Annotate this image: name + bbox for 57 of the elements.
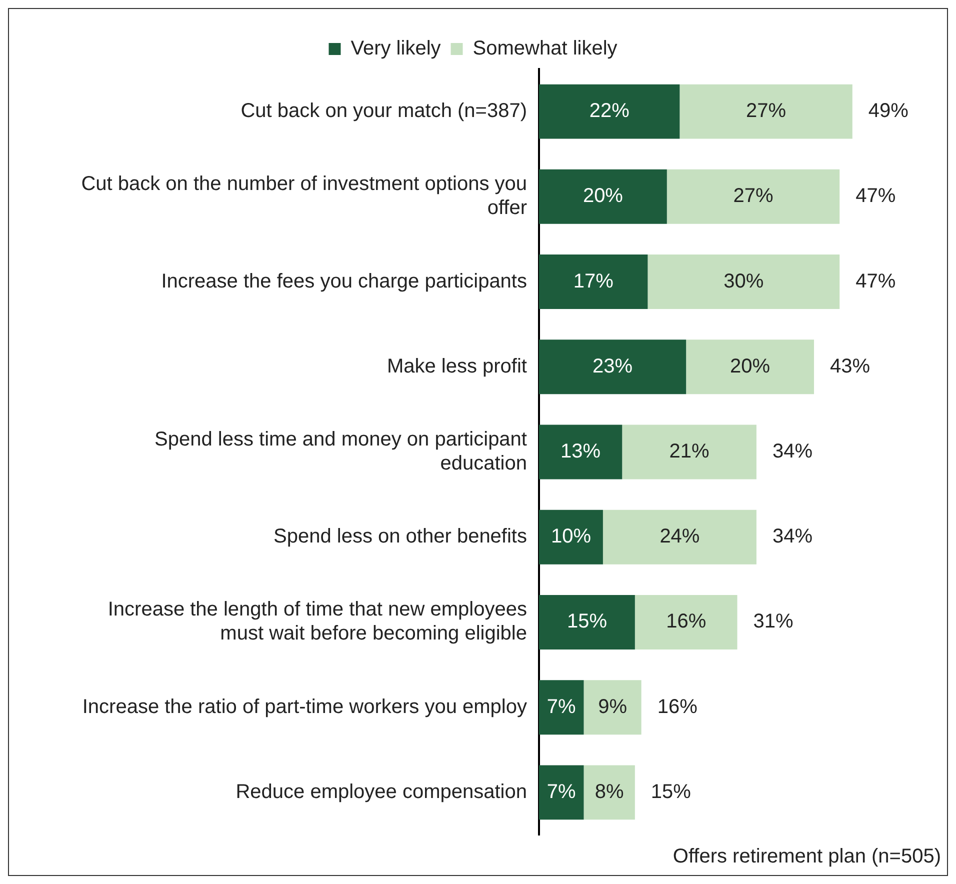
total-label: 43% xyxy=(830,355,870,378)
bar xyxy=(539,340,686,394)
bar xyxy=(539,680,584,735)
total-label: 47% xyxy=(856,270,896,292)
data-label: 9% xyxy=(598,696,628,718)
y-tick-label: Increase the ratio of part-time workers you employ xyxy=(82,696,527,718)
bar xyxy=(539,510,603,564)
data-label: 7% xyxy=(546,696,576,718)
legend-label: Very likely xyxy=(350,38,441,60)
y-tick-label: Increase the length of time that new employees must wait before becoming eligible xyxy=(108,598,527,645)
y-tick-label: Cut back on the number of investment options you offer xyxy=(81,173,528,220)
data-label: 27% xyxy=(733,185,774,208)
bar xyxy=(648,254,840,310)
bar xyxy=(680,84,852,139)
data-label: 20% xyxy=(582,185,624,208)
bar xyxy=(584,680,642,735)
bar xyxy=(634,594,738,650)
y-tick-label: Spend less on other benefits xyxy=(273,526,527,548)
data-label: 7% xyxy=(546,780,576,803)
total-label: 47% xyxy=(856,185,896,208)
bar xyxy=(539,169,667,224)
data-label: 15% xyxy=(566,610,608,633)
data-label: 30% xyxy=(724,270,764,292)
data-label: 20% xyxy=(730,355,770,378)
text: Offers retirement plan (n=505) xyxy=(672,846,941,868)
data-label: 17% xyxy=(573,270,614,292)
bar xyxy=(539,84,680,139)
total-label: 31% xyxy=(753,610,794,633)
y-tick-label: Reduce employee compensation xyxy=(236,780,527,803)
bar xyxy=(666,169,840,224)
total-label: 16% xyxy=(657,696,698,718)
bar xyxy=(539,594,635,650)
bar xyxy=(539,424,622,480)
bar xyxy=(686,340,814,394)
total-label: 15% xyxy=(650,780,692,803)
y-tick-label: Make less profit xyxy=(386,355,528,378)
data-label: 24% xyxy=(660,526,700,548)
total-label: 49% xyxy=(868,100,909,122)
data-label: 10% xyxy=(550,526,592,548)
data-label: 27% xyxy=(746,100,786,122)
bar xyxy=(584,765,635,820)
bar xyxy=(622,424,756,480)
y-tick-label: Cut back on your match (n=387) xyxy=(240,100,527,122)
y-tick-label: Increase the fees you charge participants xyxy=(161,270,527,292)
data-label: 8% xyxy=(594,780,624,803)
bar xyxy=(539,254,648,310)
data-label: 16% xyxy=(666,610,706,633)
legend-label: Somewhat likely xyxy=(472,38,618,60)
data-label: 21% xyxy=(669,440,710,463)
bar xyxy=(539,765,584,820)
y-tick-label: Spend less time and money on participant education xyxy=(154,428,528,475)
total-label: 34% xyxy=(772,440,813,463)
bar xyxy=(602,510,756,564)
data-label: 23% xyxy=(592,355,633,378)
data-label: 22% xyxy=(589,100,630,122)
data-label: 13% xyxy=(560,440,601,463)
total-label: 34% xyxy=(772,526,813,548)
